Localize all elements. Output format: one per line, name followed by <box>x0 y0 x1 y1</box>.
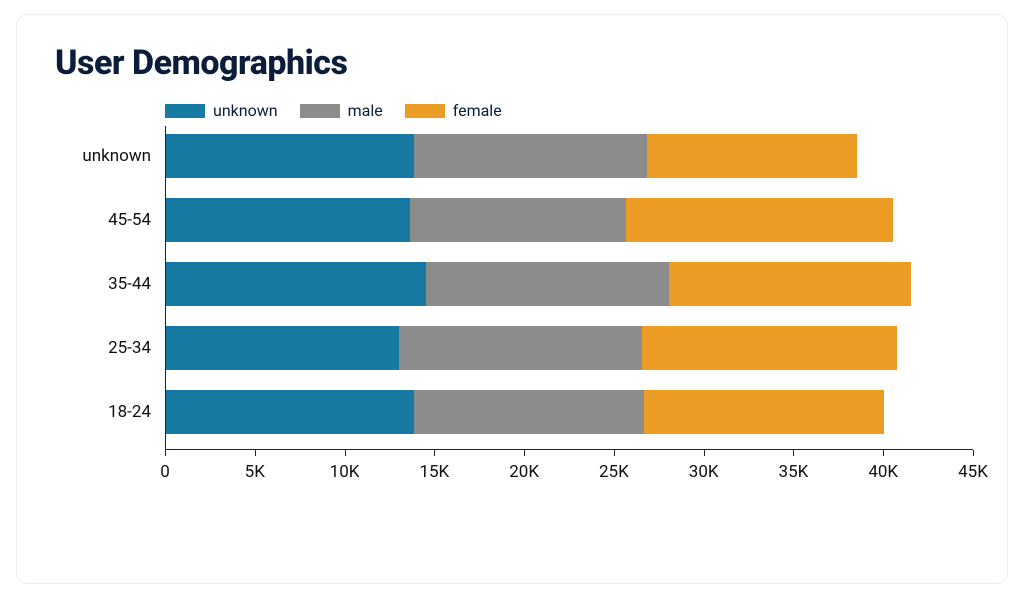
category-label: unknown <box>51 146 151 166</box>
bar-segment-unknown[interactable] <box>166 198 410 242</box>
x-tick <box>255 450 256 456</box>
category-label: 25-34 <box>51 338 151 358</box>
x-tick-label: 45K <box>958 462 988 482</box>
x-tick <box>524 450 525 456</box>
x-tick-label: 25K <box>599 462 629 482</box>
x-tick <box>883 450 884 456</box>
category-label: 35-44 <box>51 274 151 294</box>
bar-segment-male[interactable] <box>414 390 644 434</box>
legend-label-male: male <box>348 101 383 120</box>
legend-label-female: female <box>453 101 502 120</box>
bar-row <box>166 134 857 178</box>
legend-item-female[interactable]: female <box>405 101 502 120</box>
bar-segment-unknown[interactable] <box>166 262 426 306</box>
chart-legend: unknown male female <box>165 101 971 120</box>
bars-container <box>166 134 973 450</box>
x-tick <box>434 450 435 456</box>
legend-item-male[interactable]: male <box>300 101 383 120</box>
bar-segment-unknown[interactable] <box>166 134 414 178</box>
x-tick <box>165 450 166 456</box>
demographics-card: User Demographics unknown male female 0 5K 1… <box>16 14 1008 584</box>
x-tick-label: 20K <box>509 462 539 482</box>
x-tick <box>973 450 974 456</box>
bar-row <box>166 390 884 434</box>
category-label: 45-54 <box>51 210 151 230</box>
category-label: 18-24 <box>51 402 151 422</box>
bar-segment-female[interactable] <box>647 134 857 178</box>
x-tick-label: 10K <box>330 462 360 482</box>
bar-segment-male[interactable] <box>399 326 641 370</box>
x-tick <box>614 450 615 456</box>
x-tick-label: 40K <box>868 462 898 482</box>
bar-segment-male[interactable] <box>414 134 647 178</box>
legend-label-unknown: unknown <box>213 101 278 120</box>
x-tick-label: 0 <box>160 462 170 482</box>
chart-title: User Demographics <box>55 43 971 83</box>
bar-segment-male[interactable] <box>426 262 668 306</box>
bar-segment-unknown[interactable] <box>166 326 399 370</box>
bar-segment-female[interactable] <box>626 198 894 242</box>
bar-segment-female[interactable] <box>669 262 911 306</box>
bar-segment-unknown[interactable] <box>166 390 414 434</box>
x-tick <box>793 450 794 456</box>
bar-segment-female[interactable] <box>644 390 885 434</box>
chart-plot-area: 05K10K15K20K25K30K35K40K45K unknown45-54… <box>165 126 973 496</box>
legend-item-unknown[interactable]: unknown <box>165 101 278 120</box>
x-tick-label: 35K <box>779 462 809 482</box>
bar-segment-female[interactable] <box>642 326 897 370</box>
bar-segment-male[interactable] <box>410 198 625 242</box>
x-tick-label: 30K <box>689 462 719 482</box>
bar-row <box>166 326 897 370</box>
x-tick-label: 15K <box>419 462 449 482</box>
legend-swatch-unknown <box>165 104 205 118</box>
bar-row <box>166 262 911 306</box>
x-tick <box>345 450 346 456</box>
legend-swatch-male <box>300 104 340 118</box>
x-tick-label: 5K <box>245 462 265 482</box>
x-tick <box>704 450 705 456</box>
bar-row <box>166 198 893 242</box>
legend-swatch-female <box>405 104 445 118</box>
